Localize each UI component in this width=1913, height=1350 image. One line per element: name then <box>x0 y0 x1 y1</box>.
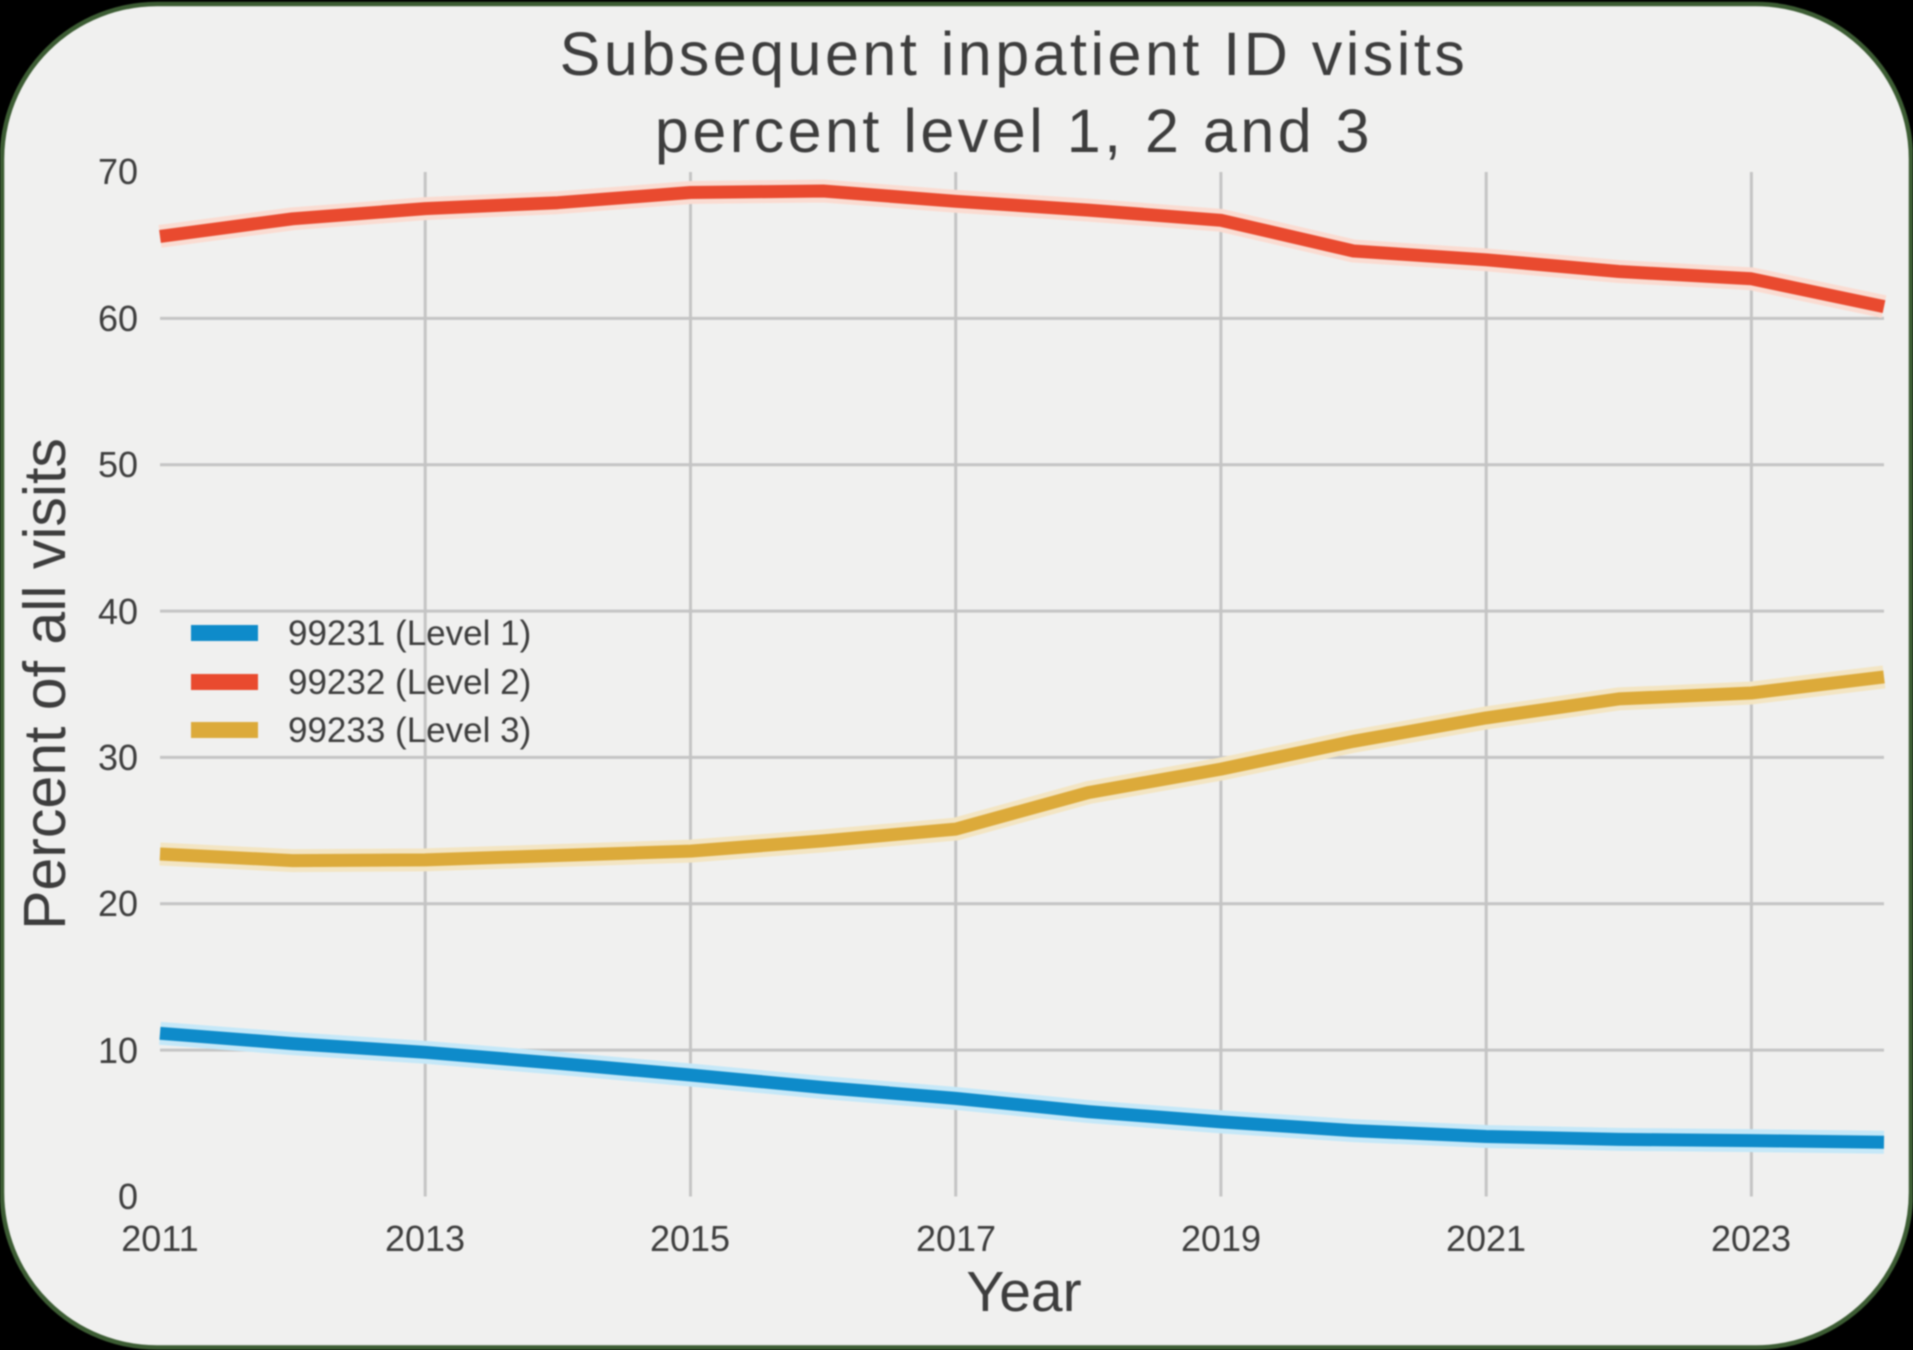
svg-text:Year: Year <box>966 1260 1081 1324</box>
svg-text:40: 40 <box>98 591 138 632</box>
svg-text:Subsequent inpatient ID visits: Subsequent inpatient ID visits <box>560 20 1469 88</box>
svg-text:99232 (Level 2): 99232 (Level 2) <box>288 663 531 702</box>
svg-text:2011: 2011 <box>121 1218 198 1259</box>
svg-text:20: 20 <box>98 883 138 924</box>
svg-text:50: 50 <box>98 444 138 485</box>
svg-text:2015: 2015 <box>650 1218 730 1259</box>
svg-text:2019: 2019 <box>1181 1218 1261 1259</box>
svg-text:30: 30 <box>98 737 138 778</box>
svg-text:99231 (Level 1): 99231 (Level 1) <box>288 614 531 653</box>
svg-text:percent level 1, 2 and 3: percent level 1, 2 and 3 <box>655 97 1373 165</box>
svg-text:10: 10 <box>98 1030 138 1071</box>
svg-text:60: 60 <box>98 298 138 339</box>
svg-text:2017: 2017 <box>916 1218 996 1259</box>
svg-text:99233 (Level 3): 99233 (Level 3) <box>288 711 531 750</box>
svg-text:Percent of all visits: Percent of all visits <box>12 438 78 930</box>
svg-text:2023: 2023 <box>1711 1218 1791 1259</box>
svg-text:0: 0 <box>118 1176 138 1217</box>
svg-text:2021: 2021 <box>1446 1218 1526 1259</box>
svg-text:70: 70 <box>98 151 138 192</box>
svg-text:2013: 2013 <box>385 1218 465 1259</box>
